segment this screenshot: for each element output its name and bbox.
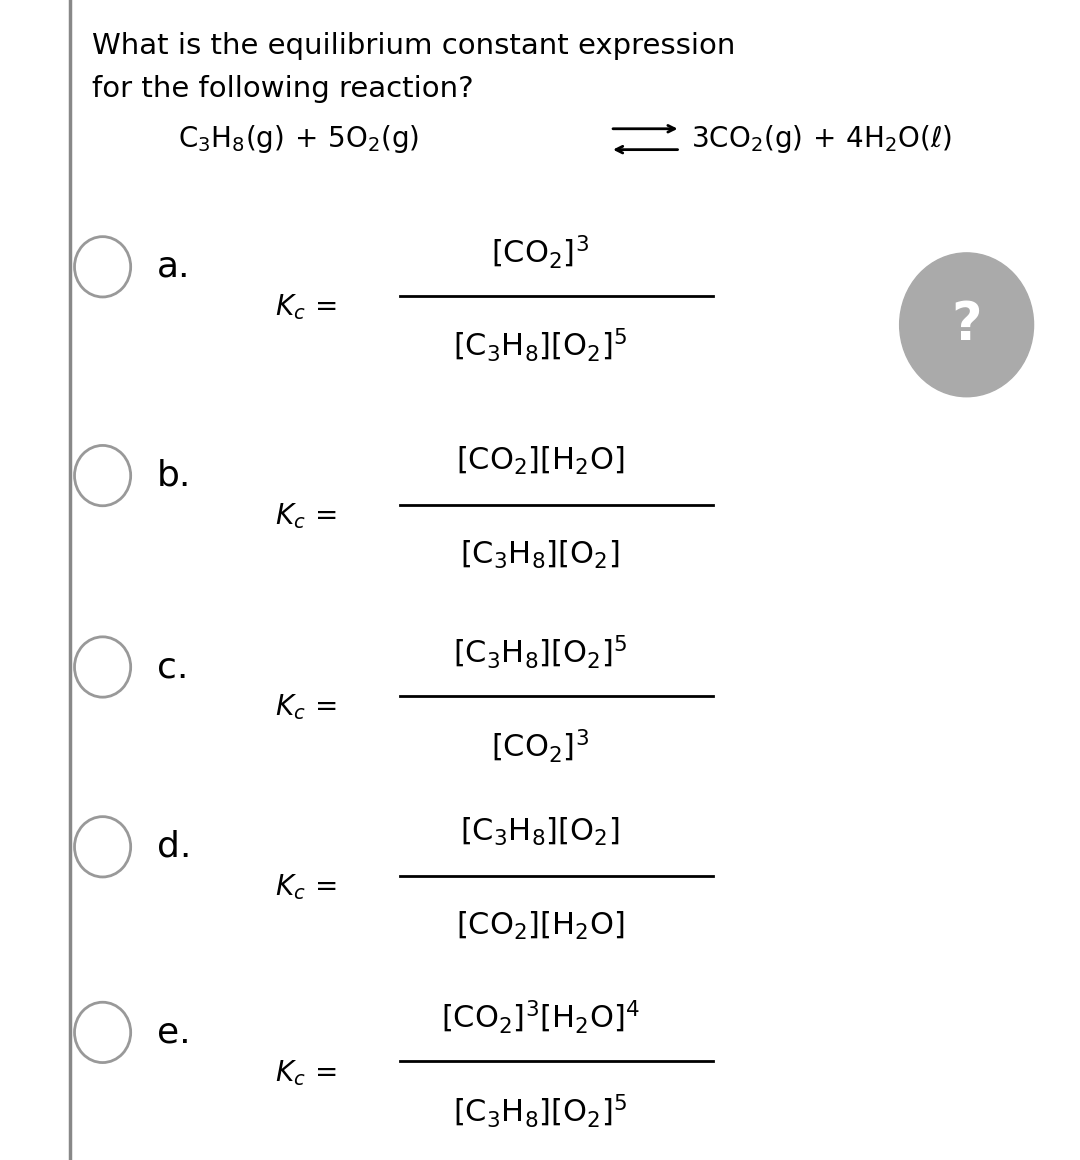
Text: $\mathrm{C_3H_8(g)\/ +\/ 5O_2(g)}$: $\mathrm{C_3H_8(g)\/ +\/ 5O_2(g)}$ [178, 123, 419, 155]
Text: $K_c\/ =$: $K_c\/ =$ [275, 501, 337, 531]
Text: $K_c\/ =$: $K_c\/ =$ [275, 693, 337, 723]
Text: What is the equilibrium constant expression: What is the equilibrium constant express… [92, 32, 735, 60]
Text: $K_c\/ =$: $K_c\/ =$ [275, 872, 337, 902]
Text: $[\mathrm{C_3H_8}][\mathrm{O_2}]^5$: $[\mathrm{C_3H_8}][\mathrm{O_2}]^5$ [453, 1093, 627, 1130]
Text: $[\mathrm{CO_2}]^3[\mathrm{H_2O}]^4$: $[\mathrm{CO_2}]^3[\mathrm{H_2O}]^4$ [441, 999, 639, 1036]
Text: ?: ? [951, 299, 982, 350]
Text: $[\mathrm{CO_2}][\mathrm{H_2O}]$: $[\mathrm{CO_2}][\mathrm{H_2O}]$ [456, 444, 624, 477]
Text: d.: d. [157, 829, 191, 864]
Text: $[\mathrm{CO_2}][\mathrm{H_2O}]$: $[\mathrm{CO_2}][\mathrm{H_2O}]$ [456, 909, 624, 942]
Text: $K_c\/ =$: $K_c\/ =$ [275, 292, 337, 322]
Text: $[\mathrm{C_3H_8}][\mathrm{O_2}]$: $[\mathrm{C_3H_8}][\mathrm{O_2}]$ [460, 538, 620, 571]
Text: a.: a. [157, 249, 190, 284]
Text: $[\mathrm{C_3H_8}][\mathrm{O_2}]^5$: $[\mathrm{C_3H_8}][\mathrm{O_2}]^5$ [453, 633, 627, 670]
Text: $[\mathrm{CO_2}]^3$: $[\mathrm{CO_2}]^3$ [491, 233, 589, 270]
Text: c.: c. [157, 650, 188, 684]
Text: e.: e. [157, 1015, 190, 1050]
Text: $[\mathrm{C_3H_8}][\mathrm{O_2}]$: $[\mathrm{C_3H_8}][\mathrm{O_2}]$ [460, 815, 620, 848]
Text: $\mathrm{3CO_2(g)\/ +\/ 4H_2O(\ell)}$: $\mathrm{3CO_2(g)\/ +\/ 4H_2O(\ell)}$ [691, 123, 953, 155]
Text: $K_c\/ =$: $K_c\/ =$ [275, 1058, 337, 1088]
Text: $[\mathrm{C_3H_8}][\mathrm{O_2}]^5$: $[\mathrm{C_3H_8}][\mathrm{O_2}]^5$ [453, 327, 627, 364]
Text: for the following reaction?: for the following reaction? [92, 75, 473, 103]
Text: $[\mathrm{CO_2}]^3$: $[\mathrm{CO_2}]^3$ [491, 727, 589, 764]
Text: b.: b. [157, 458, 191, 493]
Circle shape [900, 253, 1034, 397]
